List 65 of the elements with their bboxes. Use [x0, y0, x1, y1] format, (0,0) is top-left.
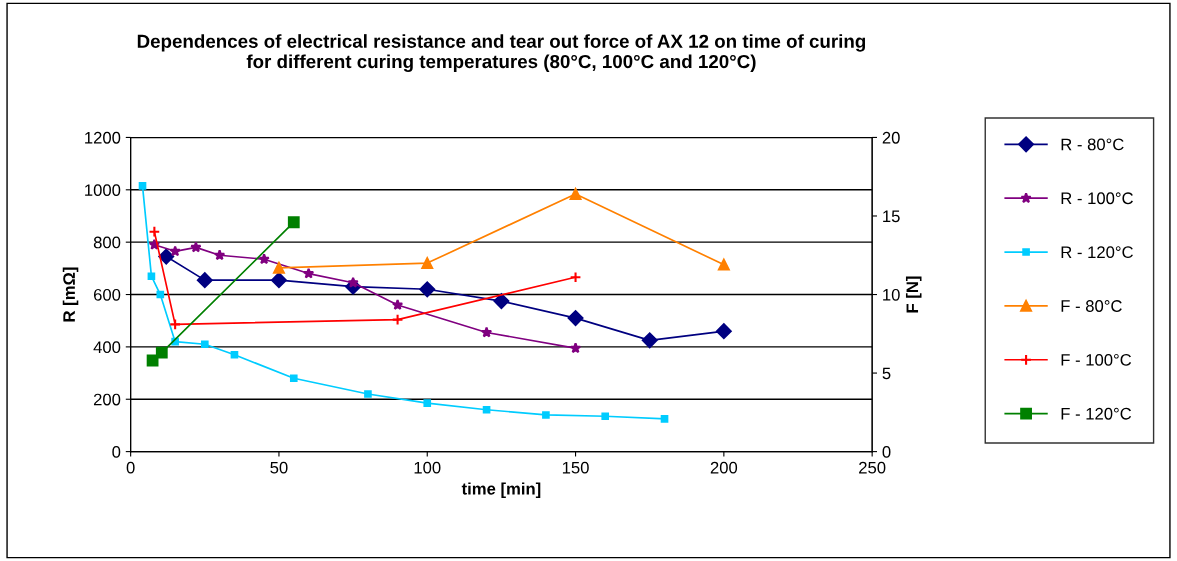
y-tick-label: 1200 [85, 131, 121, 144]
y-tick-label: 0 [112, 446, 121, 458]
point [660, 415, 669, 423]
y-tick-label: 800 [93, 236, 121, 249]
legend-label: R - 120°C [1061, 246, 1133, 259]
point [196, 272, 213, 289]
point [715, 323, 732, 340]
y2-tick-label: 5 [882, 367, 891, 380]
point [717, 258, 730, 271]
point [302, 267, 315, 279]
point [364, 390, 372, 398]
x-axis-title: time [min] [461, 482, 541, 498]
point [542, 411, 550, 419]
point [156, 290, 165, 299]
point [421, 257, 434, 270]
point [271, 272, 287, 289]
y2-tick-label: 20 [882, 131, 900, 144]
point [480, 326, 493, 338]
x-tick-label: 250 [859, 461, 886, 474]
point [158, 248, 175, 265]
point [289, 374, 298, 383]
point [641, 332, 658, 349]
point [258, 253, 270, 265]
y-tick-label: 600 [93, 288, 121, 301]
point [482, 405, 491, 414]
y-tick-label: 1000 [85, 184, 121, 197]
x-tick-label: 50 [270, 461, 288, 474]
point [213, 249, 226, 261]
x-tick-label: 100 [414, 461, 441, 474]
point [347, 276, 359, 288]
y2-tick-label: 0 [882, 446, 891, 458]
y-tick-label: 200 [93, 393, 121, 406]
x-tick-label: 0 [126, 461, 135, 474]
point [200, 340, 209, 349]
point [155, 346, 168, 359]
point [138, 182, 147, 190]
point [493, 293, 510, 309]
point [419, 281, 436, 298]
legend-label: F - 100°C [1061, 353, 1132, 366]
point [391, 313, 404, 326]
legend-label: F - 120°C [1061, 407, 1132, 420]
legend-label: R - 100°C [1061, 192, 1133, 205]
legend-label: F - 80°C [1061, 300, 1122, 312]
point [569, 188, 582, 200]
chart-title: Dependences of electrical resistance and tear out force of AX 12 on time of curing for different curing temperatures (80°C, 100°C and 120°C) [137, 34, 866, 72]
x-tick-label: 200 [710, 461, 738, 474]
x-tick-label: 150 [562, 461, 589, 474]
y2-tick-label: 10 [883, 288, 900, 301]
point [287, 216, 300, 229]
point [190, 241, 202, 253]
y-axis-title: R [mΩ] [62, 267, 79, 322]
point [147, 272, 156, 281]
y2-axis-title: F [N] [905, 276, 922, 313]
point [169, 245, 181, 257]
point [230, 350, 239, 359]
y-tick-label: 400 [93, 341, 121, 354]
point [567, 310, 584, 326]
point [601, 412, 610, 421]
point [423, 399, 432, 407]
point [391, 299, 404, 310]
point [148, 225, 161, 238]
point [273, 261, 285, 274]
point [569, 342, 582, 354]
y2-tick-label: 15 [883, 210, 900, 223]
legend-label: R - 80°C [1061, 138, 1124, 151]
